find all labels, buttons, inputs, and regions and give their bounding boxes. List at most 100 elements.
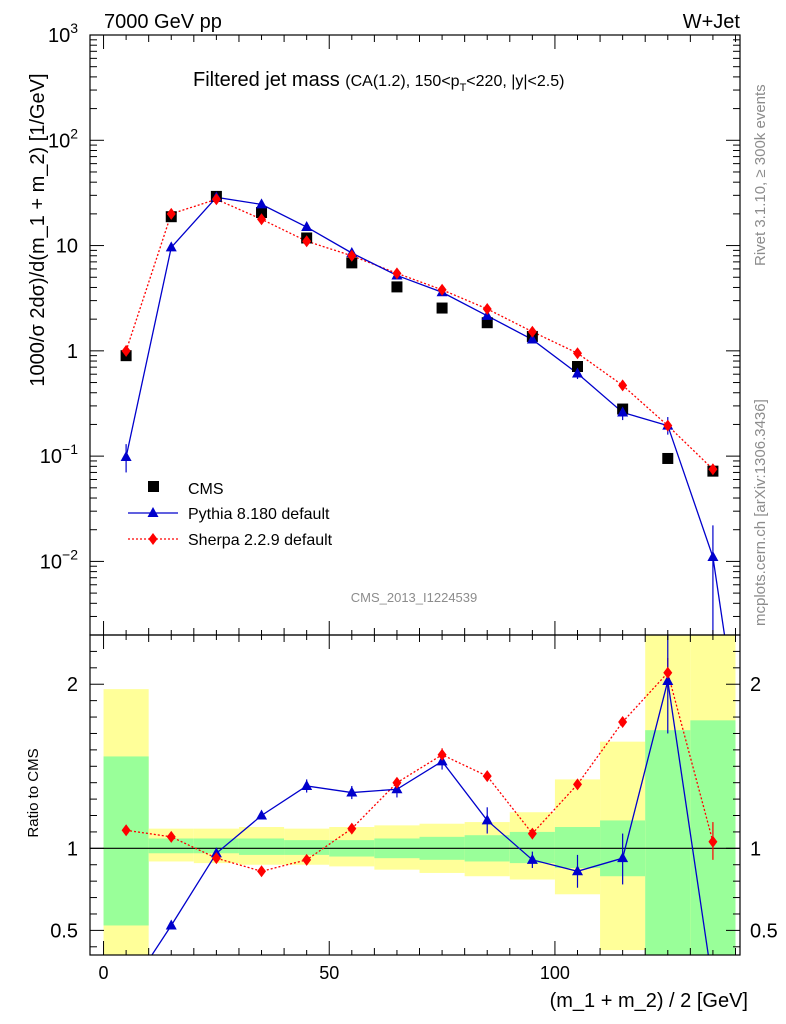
- ratio-sherpa-point: [211, 852, 221, 865]
- ratio-pythia-point: [572, 865, 583, 876]
- sherpa-point: [211, 193, 221, 206]
- energy-label: 7000 GeV pp: [104, 11, 222, 33]
- cms-data-point: [436, 302, 448, 314]
- ratio-sherpa-point: [437, 748, 447, 761]
- pythia-point: [165, 241, 177, 252]
- ratio-band-inner: [284, 840, 330, 855]
- main-y-tick-label: 103: [48, 20, 78, 47]
- cms-data-point: [346, 257, 358, 269]
- ratio-pythia-point: [662, 674, 674, 685]
- ratio-pythia-point: [526, 853, 538, 864]
- pythia-point: [256, 198, 268, 209]
- ratio-pythia-point: [617, 852, 629, 863]
- ratio-pythia-point: [256, 809, 268, 820]
- pythia-point: [617, 406, 629, 417]
- sherpa-point: [527, 325, 537, 338]
- sherpa-point: [257, 213, 267, 226]
- ratio-sherpa-point: [347, 822, 357, 835]
- x-axis-label: (m_1 + m_2) / 2 [GeV]: [550, 990, 748, 1012]
- ratio-sherpa-point: [392, 776, 402, 789]
- cms-data-point: [572, 361, 583, 373]
- sherpa-point: [482, 302, 492, 315]
- ratio-pythia-point: [481, 814, 493, 825]
- main-y-tick-label: 1: [67, 341, 78, 363]
- sherpa-point: [437, 283, 447, 296]
- cms-data-point: [481, 317, 493, 329]
- ratio-band-inner: [238, 838, 285, 855]
- ratio-sherpa-point: [166, 830, 176, 843]
- ratio-y-tick-label-right: 0.5: [750, 920, 778, 942]
- ratio-pythia-point: [165, 919, 177, 930]
- cms-data-point: [662, 452, 674, 464]
- ratio-sherpa-point: [257, 865, 267, 878]
- legend-pythia-label: Pythia 8.180 default: [188, 506, 330, 523]
- sherpa-point: [663, 419, 673, 432]
- ratio-sherpa-point: [663, 666, 673, 679]
- ratio-y-tick-label-right: 2: [750, 674, 761, 696]
- cms-data-point: [391, 281, 403, 293]
- plot-title: Filtered jet mass (CA(1.2), 150<pT<220, …: [193, 69, 564, 94]
- pythia-point: [572, 367, 583, 378]
- main-y-tick-label: 10: [56, 236, 78, 258]
- ratio-y-axis-label: Ratio to CMS: [25, 748, 42, 837]
- plot-title-sub-t: T: [460, 82, 467, 94]
- ratio-sherpa-point: [708, 835, 718, 848]
- ratio-plot-frame: [89, 634, 741, 956]
- ratio-sherpa-point: [302, 853, 312, 866]
- plot-title-sub: (CA(1.2), 150<p: [345, 73, 459, 90]
- ratio-y-tick-label-left: 2: [67, 674, 78, 696]
- pythia-point: [707, 551, 719, 562]
- main-y-axis-label: 1000/σ 2dσ)/d(m_1 + m_2) [1/GeV]: [27, 73, 49, 386]
- legend-cms-label: CMS: [188, 481, 224, 498]
- main-y-tick-label: 10−2: [40, 546, 78, 573]
- ratio-band-inner: [193, 838, 239, 854]
- pythia-point: [120, 451, 132, 462]
- pythia-point: [301, 221, 313, 232]
- ratio-pythia-point: [707, 980, 718, 990]
- sherpa-point: [708, 463, 718, 476]
- ratio-band-inner: [103, 756, 149, 926]
- rivet-label: Rivet 3.1.10, ≥ 300k events: [752, 84, 769, 266]
- legend: CMS Pythia 8.180 default Sherpa 2.2.9 de…: [128, 481, 333, 549]
- mcplots-label: mcplots.cern.ch [arXiv:1306.3436]: [752, 399, 769, 626]
- pythia-line: [125, 196, 726, 635]
- ratio-pythia-point: [346, 786, 358, 797]
- x-tick-label: 0: [99, 963, 109, 983]
- x-tick-label: 100: [540, 963, 570, 983]
- sherpa-point: [166, 207, 176, 220]
- cms-data-point: [256, 207, 268, 219]
- ratio-band-inner: [148, 838, 194, 854]
- ratio-sherpa-point: [573, 778, 582, 791]
- legend-pythia-marker: [147, 507, 159, 517]
- sherpa-point: [347, 249, 357, 262]
- process-label: W+Jet: [683, 11, 741, 33]
- ratio-sherpa-point: [121, 824, 131, 837]
- ratio-y-tick-label-left: 1: [67, 838, 78, 860]
- ratio-pythia-line: [151, 680, 709, 955]
- sherpa-point: [392, 267, 402, 280]
- main-y-tick-label: 10−1: [40, 441, 78, 468]
- sherpa-point: [573, 347, 582, 360]
- sherpa-point: [618, 379, 628, 392]
- main-y-tick-label: 102: [48, 125, 78, 152]
- legend-sherpa-marker: [148, 533, 158, 545]
- pythia-point: [526, 333, 538, 344]
- ratio-sherpa-point: [527, 827, 537, 840]
- ratio-y-tick-label-left: 0.5: [50, 920, 78, 942]
- ratio-band-inner: [645, 730, 691, 955]
- ratio-y-tick-label-right: 1: [750, 838, 761, 860]
- analysis-id: CMS_2013_I1224539: [351, 590, 478, 605]
- ratio-pythia-point: [121, 988, 132, 998]
- legend-sherpa-label: Sherpa 2.2.9 default: [188, 532, 333, 549]
- x-tick-label: 50: [319, 963, 339, 983]
- sherpa-point: [302, 235, 312, 248]
- ratio-pythia-point: [301, 779, 313, 790]
- sherpa-line: [125, 198, 714, 470]
- plot-title-sub-end: <220, |y|<2.5): [466, 73, 564, 90]
- plot-title-main: Filtered jet mass: [193, 69, 340, 91]
- ratio-sherpa-point: [482, 770, 492, 783]
- legend-cms-marker: [148, 481, 159, 492]
- ratio-sherpa-point: [618, 715, 628, 728]
- sherpa-point: [121, 344, 131, 357]
